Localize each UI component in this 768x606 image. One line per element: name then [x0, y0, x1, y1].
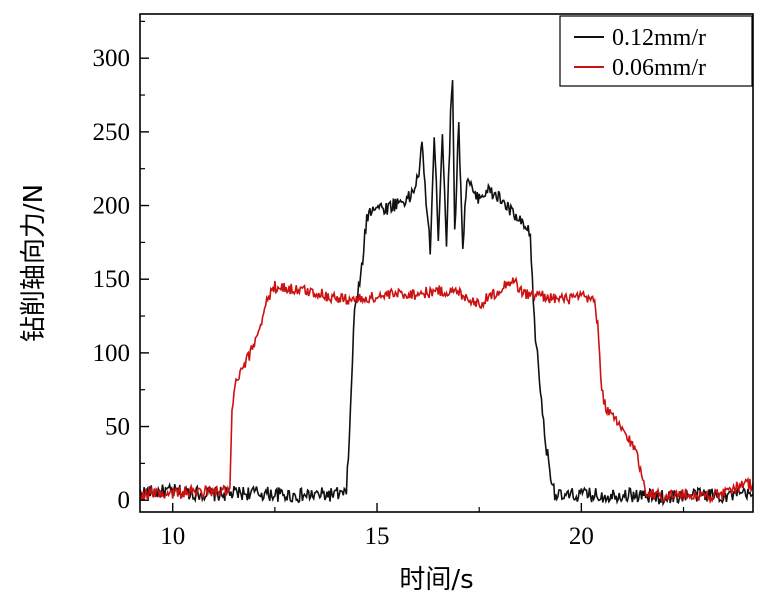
series-line-1 [139, 80, 754, 507]
x-axis-title: 时间/s [399, 565, 473, 595]
series-line-2 [139, 276, 754, 505]
y-tick-label: 0 [118, 487, 131, 514]
y-tick-label: 100 [93, 340, 131, 367]
plot-area [139, 80, 754, 507]
legend: 0.12mm/r 0.06mm/r [559, 15, 753, 87]
legend-label: 0.12mm/r [612, 25, 706, 51]
y-tick-label: 250 [93, 119, 131, 146]
plot-frame [139, 13, 754, 513]
y-tick-label: 300 [93, 45, 131, 72]
legend-box [559, 15, 753, 87]
legend-label: 0.06mm/r [612, 55, 706, 81]
y-tick-label: 200 [93, 193, 131, 220]
x-tick-label: 20 [569, 523, 594, 550]
y-tick-label: 50 [105, 414, 130, 441]
axes: 0 50 100 150 200 250 300 10 15 20 [93, 13, 754, 550]
y-tick-label: 150 [93, 266, 131, 293]
x-tick-label: 10 [160, 523, 185, 550]
x-tick-label: 15 [365, 523, 390, 550]
y-axis-title: 钻削轴向力/N [19, 184, 49, 342]
